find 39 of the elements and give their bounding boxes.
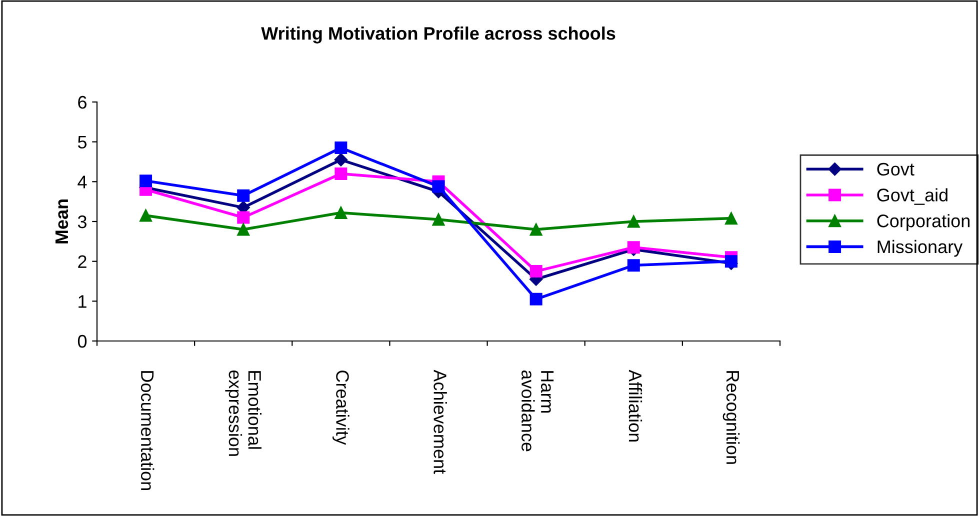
- x-tick-label: Recognition: [722, 371, 740, 464]
- legend-label: Govt_aid: [877, 188, 948, 205]
- point: [530, 223, 542, 236]
- point: [530, 265, 542, 278]
- point: [237, 223, 250, 236]
- point: [334, 167, 348, 180]
- point: [432, 180, 445, 193]
- point: [530, 292, 542, 306]
- x-tick-label: Creativity: [332, 370, 350, 445]
- point: [627, 259, 640, 272]
- point: [432, 213, 445, 226]
- point: [724, 212, 738, 225]
- y-tick-label: 5: [78, 136, 87, 149]
- y-tick-label: 1: [78, 295, 86, 308]
- point: [334, 153, 348, 166]
- chart-title: Writing Motivation Profile across schools: [261, 26, 616, 44]
- y-tick-label: 0: [78, 334, 87, 348]
- x-tick-label: Achievement: [434, 370, 447, 474]
- x-tick-label: Emotional expression: [225, 370, 262, 456]
- point: [140, 209, 152, 222]
- y-tick-label: 4: [78, 176, 87, 188]
- point: [724, 255, 738, 268]
- y-axis-title: Mean: [56, 200, 68, 244]
- x-tick-label: Affiliation: [628, 370, 642, 442]
- y-tick-label: 2: [78, 255, 86, 268]
- y-tick-label: 3: [78, 215, 86, 228]
- legend-label: Missionary: [878, 240, 963, 257]
- x-tick-label: Harm avoidance: [522, 370, 554, 452]
- legend-label: Govt: [877, 162, 914, 176]
- y-tick-label: 6: [78, 96, 86, 109]
- point: [140, 174, 152, 188]
- point: [334, 142, 348, 154]
- point: [334, 206, 348, 219]
- point: [237, 211, 250, 224]
- point: [237, 189, 250, 202]
- point: [627, 215, 640, 228]
- x-tick-label: Documentation: [140, 371, 154, 490]
- legend-label: Corporation: [877, 214, 970, 231]
- point: [627, 241, 640, 254]
